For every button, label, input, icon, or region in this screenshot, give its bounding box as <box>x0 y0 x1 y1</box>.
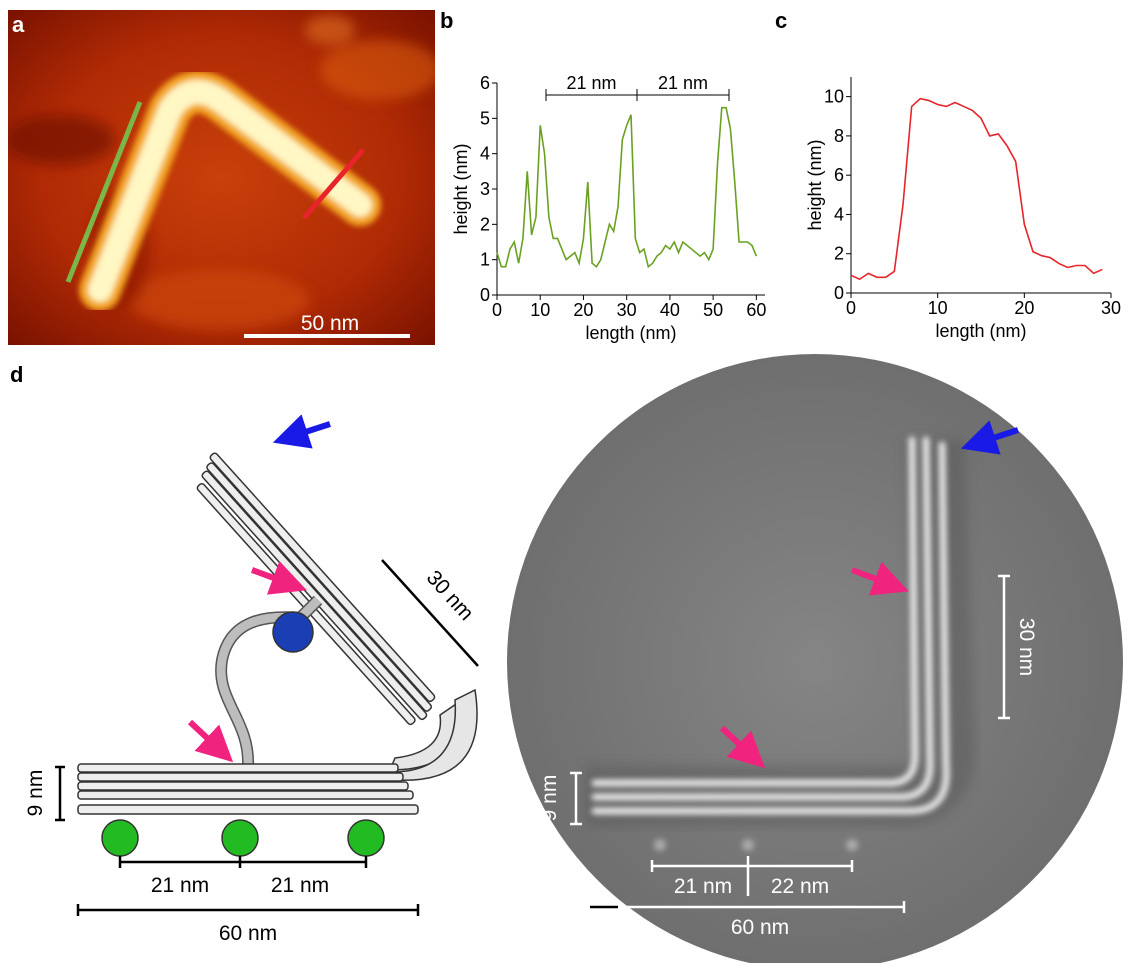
y-axis-label: height (nm) <box>805 139 825 230</box>
height-label: 9 nm <box>24 770 47 817</box>
y-tick-label: 8 <box>834 126 844 146</box>
spacing-label: 22 nm <box>771 875 829 898</box>
x-tick-label: 30 <box>617 300 637 320</box>
figure: 50 nm a b c d 9 nm 21 nm 21 nm 60 nm 30 <box>0 0 1130 963</box>
y-tick-label: 4 <box>480 144 490 164</box>
x-tick-label: 10 <box>530 300 550 320</box>
x-axis-label: length (nm) <box>935 321 1026 341</box>
y-tick-label: 6 <box>834 165 844 185</box>
x-tick-label: 10 <box>928 298 948 318</box>
spacing-label: 21 nm <box>271 874 329 897</box>
data-line <box>851 99 1102 280</box>
y-axis-label: height (nm) <box>451 143 471 234</box>
x-tick-label: 20 <box>573 300 593 320</box>
x-tick-label: 60 <box>746 300 766 320</box>
panel-label: a <box>12 12 25 37</box>
y-tick-label: 3 <box>480 179 490 199</box>
x-tick-label: 0 <box>492 300 502 320</box>
spacing-label: 21 nm <box>151 874 209 897</box>
length-label: 60 nm <box>219 922 277 945</box>
spacing-label: 21 nm <box>674 875 732 898</box>
panel-label: c <box>775 8 787 33</box>
y-tick-label: 2 <box>834 244 844 264</box>
x-axis-label: length (nm) <box>585 323 676 343</box>
arm-label: 30 nm <box>422 566 478 625</box>
annotation: 21 nm <box>566 73 616 93</box>
height-label: 9 nm <box>538 775 561 822</box>
y-tick-label: 6 <box>480 73 490 93</box>
panel-label: b <box>440 8 453 33</box>
x-tick-label: 0 <box>846 298 856 318</box>
y-tick-label: 5 <box>480 108 490 128</box>
annotation: 21 nm <box>658 73 708 93</box>
schematic <box>78 452 477 856</box>
x-tick-label: 30 <box>1101 298 1121 318</box>
data-line <box>497 108 756 267</box>
y-tick-label: 0 <box>480 285 490 305</box>
x-tick-label: 50 <box>703 300 723 320</box>
scale-bar-label: 50 nm <box>301 312 359 335</box>
afm-image: 50 nm <box>5 10 440 345</box>
panel-label: d <box>10 362 23 387</box>
x-tick-label: 20 <box>1014 298 1034 318</box>
y-tick-label: 10 <box>824 87 844 107</box>
length-label: 60 nm <box>731 916 789 939</box>
y-tick-label: 1 <box>480 250 490 270</box>
y-tick-label: 4 <box>834 204 844 224</box>
y-tick-label: 2 <box>480 214 490 234</box>
x-tick-label: 40 <box>660 300 680 320</box>
arm-label: 30 nm <box>1015 618 1038 676</box>
y-tick-label: 0 <box>834 283 844 303</box>
